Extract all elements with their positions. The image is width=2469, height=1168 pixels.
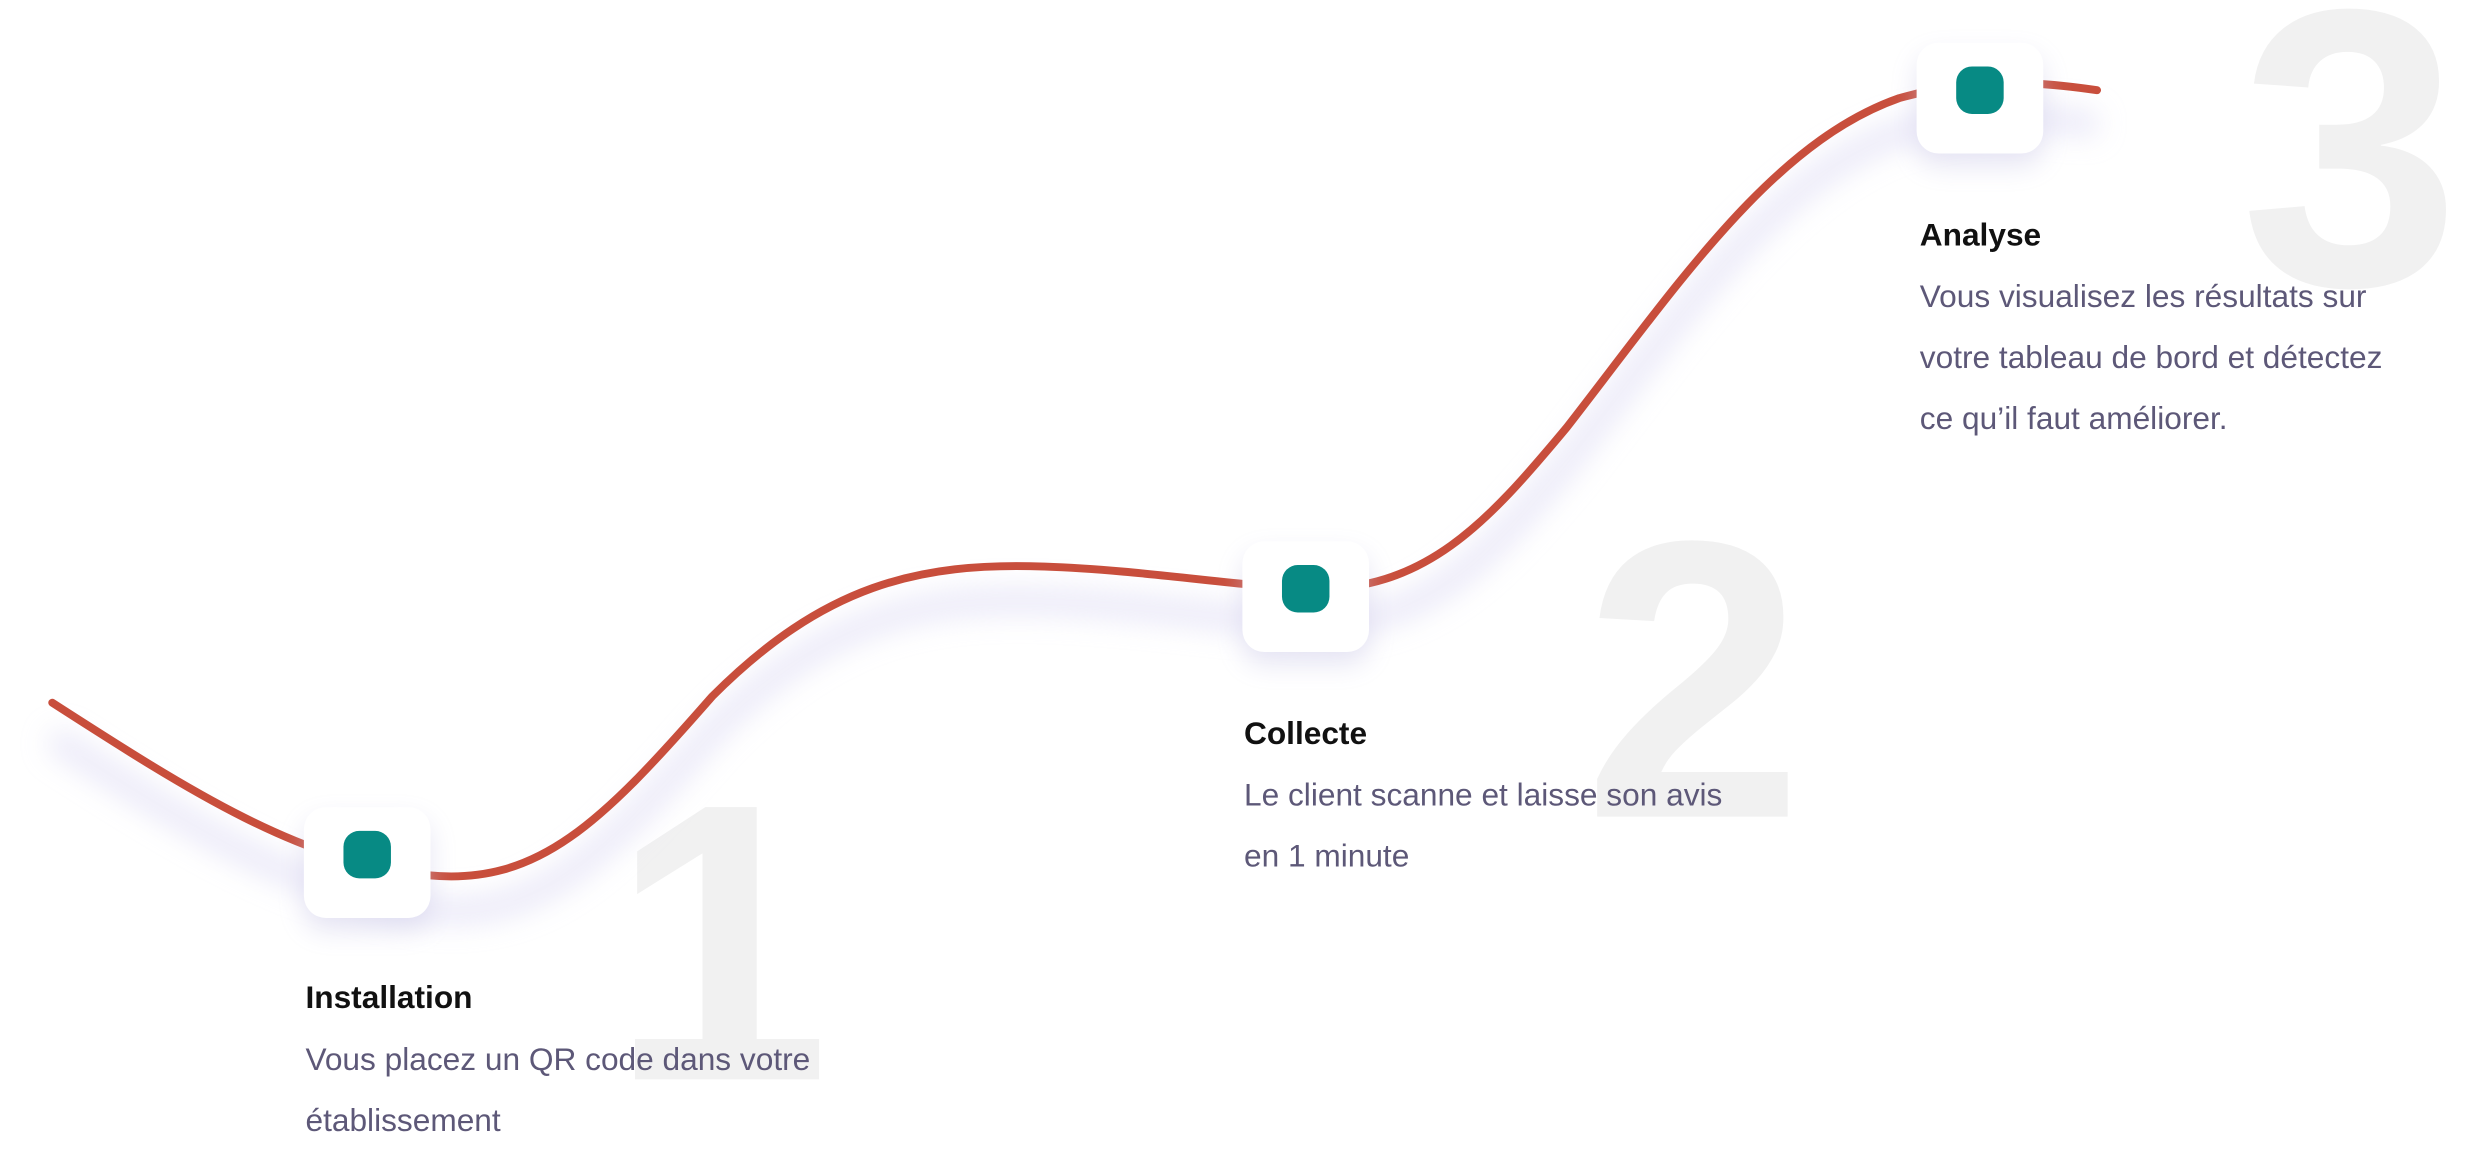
step-description: votre tableau de bord et détectez: [1920, 339, 2383, 375]
step-description: Le client scanne et laisse son avis: [1244, 777, 1722, 813]
progress-curve: [48, 78, 2102, 881]
step-title: Analyse: [1920, 216, 2041, 252]
step-title: Collecte: [1244, 715, 1367, 751]
marker-dot: [1281, 565, 1330, 613]
step-title: Installation: [305, 979, 472, 1015]
step-number: 1: [610, 721, 830, 1163]
step-number: 3: [2240, 0, 2460, 369]
marker-dot: [1956, 66, 2004, 114]
step-description: ce qu’il faut améliorer.: [1920, 400, 2228, 436]
step-description: Vous visualisez les résultats sur: [1920, 278, 2367, 314]
step-number: 2: [1583, 459, 1803, 901]
step-description: établissement: [305, 1102, 500, 1138]
marker-dot: [343, 830, 391, 879]
curve-shadow: [46, 106, 2099, 923]
step-description: en 1 minute: [1244, 838, 1409, 874]
step-description: Vous placez un QR code dans votre: [305, 1041, 810, 1077]
